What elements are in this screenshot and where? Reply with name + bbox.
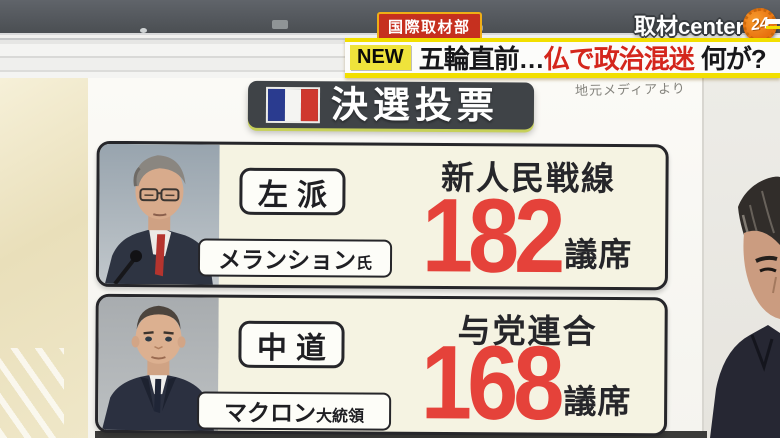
faction-label-box: 左派 bbox=[239, 167, 346, 216]
seat-count: 168 議席 bbox=[420, 324, 632, 437]
board-title-badge: 決選投票 bbox=[247, 80, 535, 130]
seat-count: 182 議席 bbox=[421, 177, 633, 291]
logo-dash-yellow bbox=[766, 26, 780, 29]
person-name-box: マクロン 大統領 bbox=[196, 391, 392, 431]
wall-fixture bbox=[272, 20, 288, 29]
desk-edge-band bbox=[0, 44, 352, 78]
macron-photo bbox=[97, 296, 219, 431]
result-panel-centrist: 中道 マクロン 大統領 与党連合 168 議席 bbox=[94, 293, 668, 437]
light-streaks bbox=[0, 348, 64, 438]
department-badge: 国際取材部 bbox=[377, 12, 482, 42]
melenchon-photo bbox=[98, 143, 220, 285]
headline-text: 五輪直前…仏で政治混迷 何が? bbox=[418, 44, 767, 74]
news-anchor bbox=[710, 176, 780, 438]
headline-banner: NEW 五輪直前…仏で政治混迷 何が? bbox=[345, 38, 780, 78]
logo-dash bbox=[766, 19, 780, 24]
board-left-glare bbox=[0, 78, 90, 438]
logo-text: 取材center bbox=[634, 14, 745, 39]
french-flag-icon bbox=[267, 88, 319, 121]
wall-dot bbox=[140, 28, 147, 33]
new-badge: NEW bbox=[350, 45, 411, 70]
result-panel-left-wing: 左派 メランション 氏 新人民戦線 182 議席 bbox=[95, 140, 669, 291]
board-title: 決選投票 bbox=[330, 84, 500, 127]
person-name-box: メランション 氏 bbox=[197, 238, 393, 278]
faction-label-box: 中道 bbox=[238, 320, 345, 369]
program-logo: 取材center 24 bbox=[634, 5, 780, 45]
